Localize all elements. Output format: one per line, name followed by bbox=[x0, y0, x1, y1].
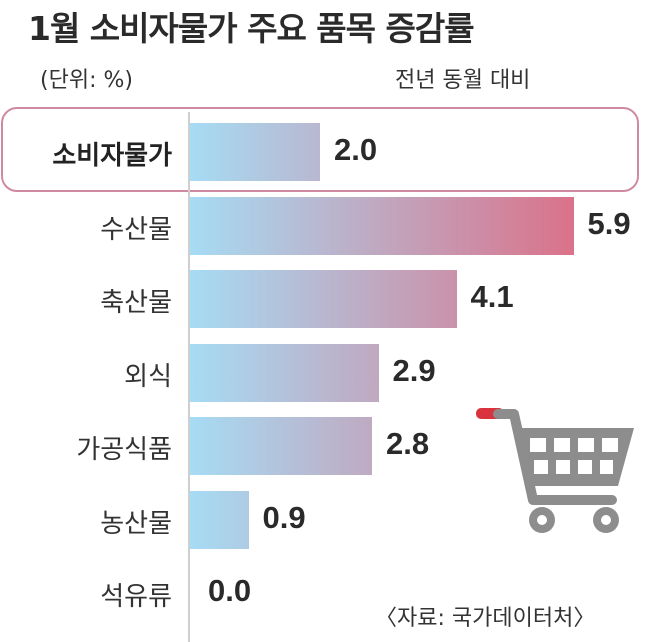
category-label: 가공식품 bbox=[76, 435, 172, 465]
value-label: 5.9 bbox=[587, 205, 631, 241]
category-label: 석유류 bbox=[100, 582, 172, 612]
bar bbox=[190, 490, 249, 549]
category-label: 농산물 bbox=[100, 508, 172, 539]
value-label: 4.1 bbox=[470, 279, 514, 314]
shopping-cart-icon bbox=[476, 408, 634, 533]
value-label: 0.0 bbox=[208, 573, 252, 608]
chart-title: 1월 소비자물가 주요 품목 증감률 bbox=[28, 9, 475, 48]
category-label: 수산물 bbox=[100, 214, 172, 245]
bar bbox=[190, 417, 372, 475]
value-label: 0.9 bbox=[262, 499, 306, 535]
bar bbox=[190, 270, 457, 328]
category-label: 외식 bbox=[124, 361, 172, 392]
category-label: 축산물 bbox=[100, 288, 172, 318]
basis-label: 전년 동월 대비 bbox=[395, 68, 531, 93]
category-axis-line bbox=[188, 112, 190, 642]
bar bbox=[190, 196, 574, 255]
highlight-box bbox=[1, 107, 639, 192]
value-label: 2.8 bbox=[386, 426, 430, 461]
category-label: 소비자물가 bbox=[52, 141, 172, 171]
bar bbox=[190, 343, 379, 402]
value-label: 2.0 bbox=[334, 132, 378, 167]
source-label: 〈자료: 국가데이터처〉 bbox=[375, 606, 596, 631]
value-label: 2.9 bbox=[392, 352, 436, 388]
unit-label: (단위: %) bbox=[40, 68, 133, 93]
bar bbox=[190, 123, 320, 181]
